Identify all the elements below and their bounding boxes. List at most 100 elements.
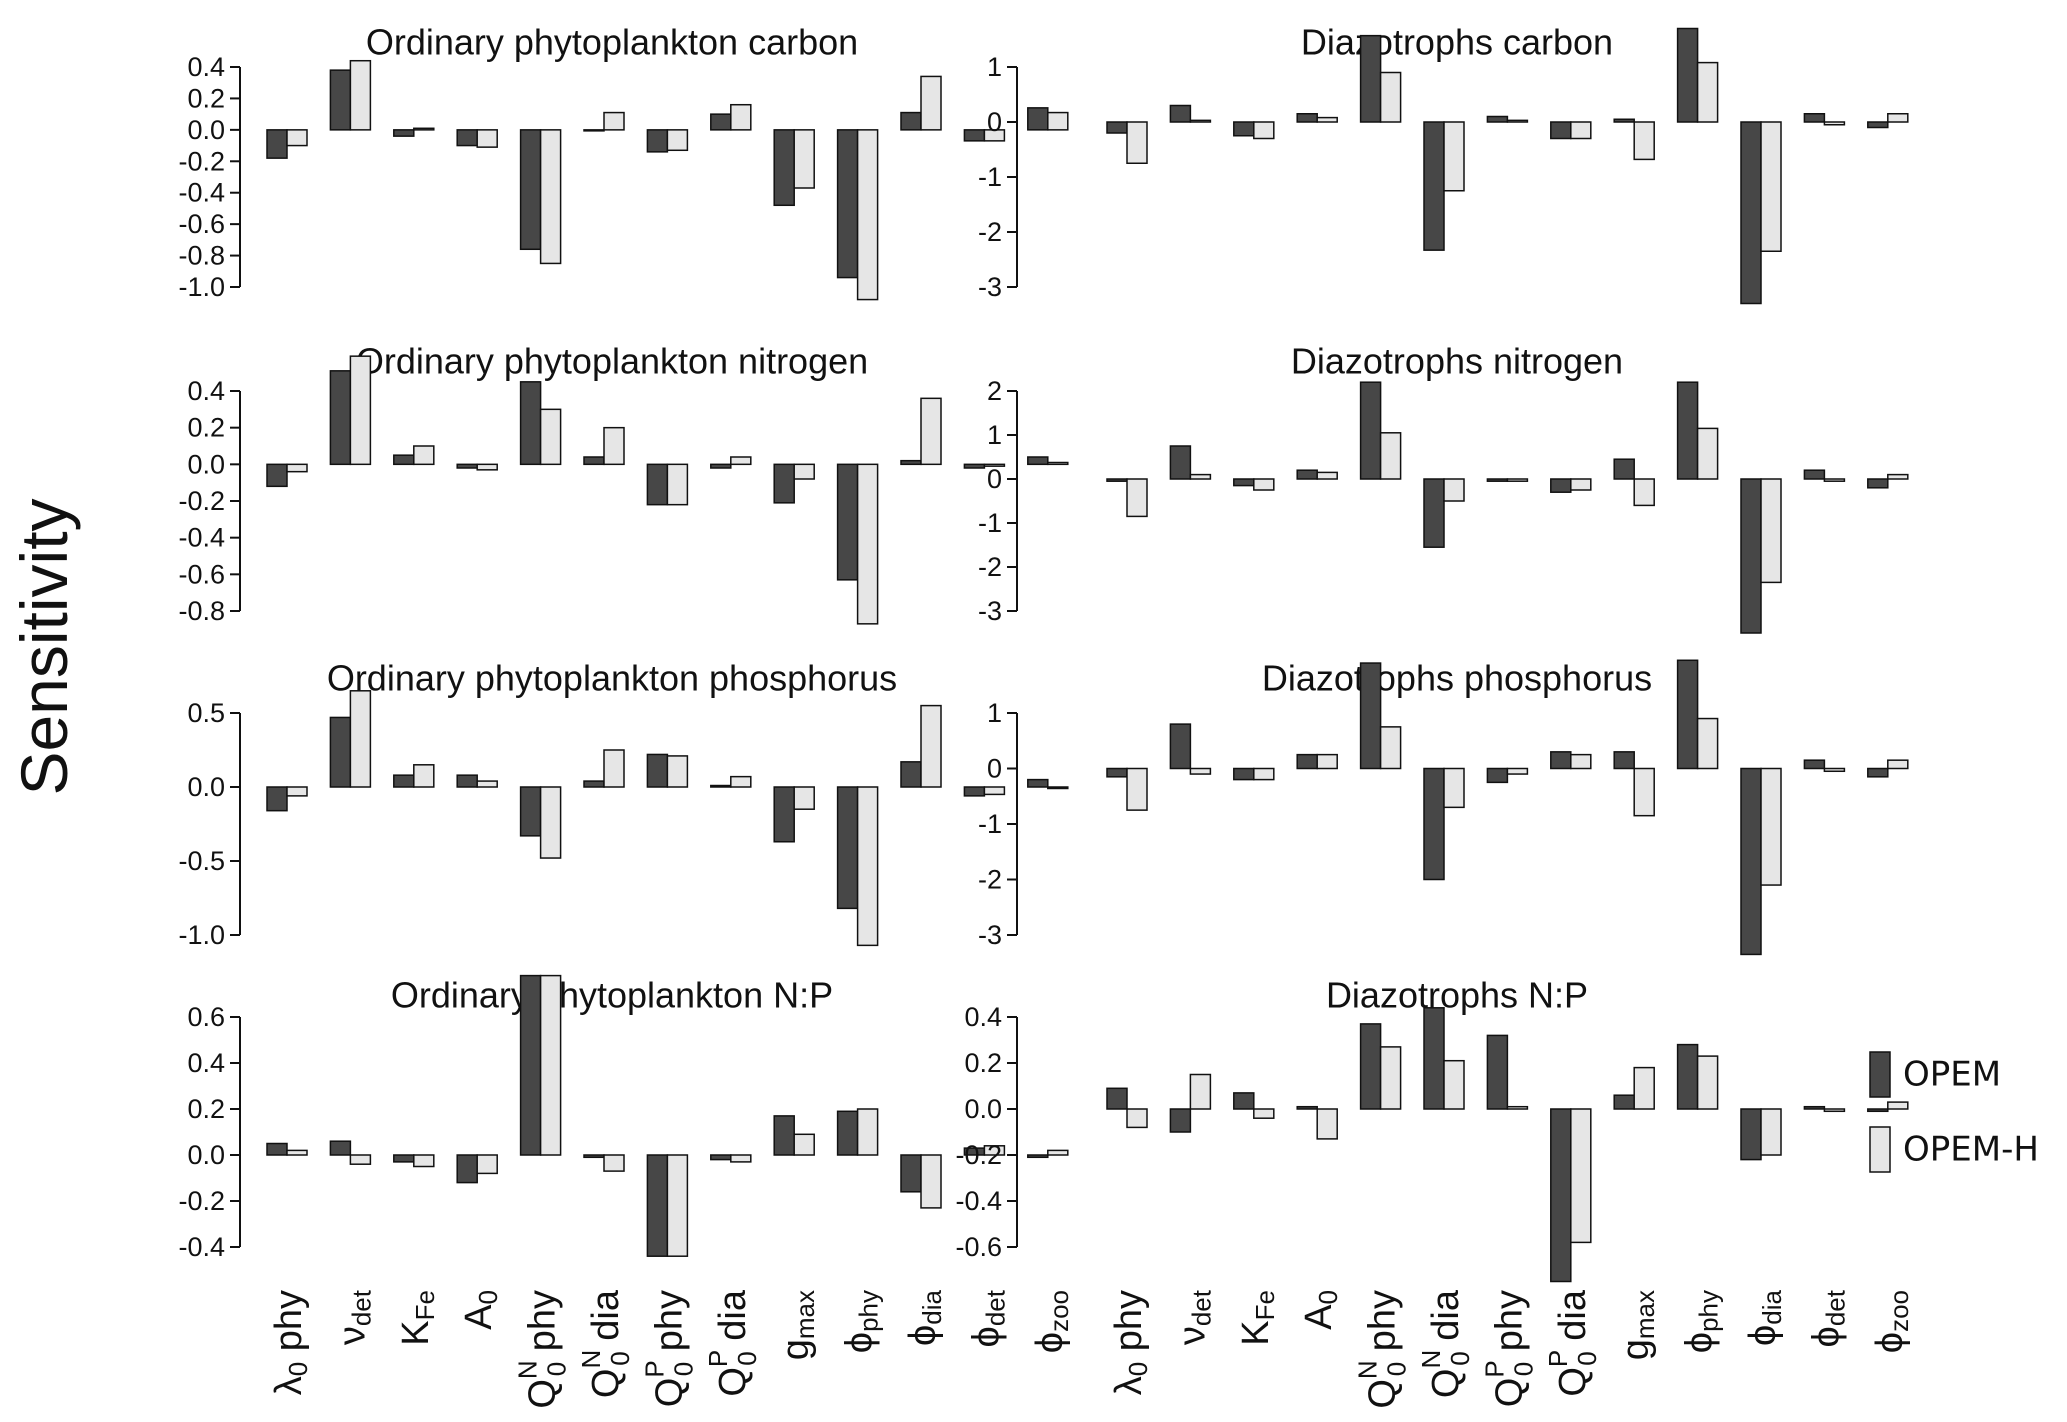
bar-opem-h (1633, 121, 1655, 161)
bar-opem-h (983, 1145, 1006, 1156)
bar-opem-h (1506, 478, 1529, 482)
legend-label: OPEM-H (1903, 1130, 2039, 1170)
y-tick-label: -1.0 (178, 920, 225, 950)
y-tick-label: 1 (987, 698, 1002, 728)
bar-opem-h (856, 1108, 879, 1156)
x-tick-label: ϕdia (902, 1289, 947, 1346)
bar-opem (1613, 1094, 1635, 1110)
bar-opem-h (413, 764, 435, 788)
bar-opem (836, 129, 859, 279)
bar-opem (836, 463, 859, 581)
y-tick-label: 0.4 (964, 1002, 1002, 1032)
y-tick-label: 0.2 (187, 1094, 225, 1124)
y-tick-label: -3 (978, 596, 1002, 626)
bar-opem-h (1047, 1149, 1069, 1156)
y-tick-label: 0.6 (187, 1002, 225, 1032)
bar-opem-h (920, 1154, 942, 1209)
bar-opem-h (603, 1154, 625, 1172)
bar-opem (1296, 113, 1318, 123)
bar-opem (1803, 759, 1826, 770)
bar-opem (1423, 767, 1445, 881)
bar-opem (583, 456, 605, 466)
bar-opem-h (1047, 461, 1069, 466)
bar-opem (393, 1154, 415, 1163)
bar-opem-h (1760, 121, 1782, 252)
bar-opem-h (1126, 1108, 1148, 1129)
bar-opem (266, 129, 288, 159)
bar-opem (519, 786, 542, 837)
bar-opem (710, 463, 732, 469)
bar-opem (1359, 1023, 1382, 1110)
bar-opem (266, 463, 288, 488)
y-tick-label: -1 (978, 162, 1002, 192)
panel-title: Ordinary phytoplankton nitrogen (356, 341, 868, 382)
y-axis-label: Sensitivity (7, 498, 81, 795)
x-tick-label: ϕdet (965, 1289, 1010, 1347)
bar-opem (963, 463, 986, 469)
bar-opem-h (983, 129, 1006, 142)
chart-panel: Ordinary phytoplankton carbon0.40.20.0-0… (178, 22, 1069, 302)
bar-opem (456, 463, 478, 469)
bar-opem-h (920, 704, 942, 788)
bar-opem-h (603, 749, 625, 788)
bar-opem-h (1253, 478, 1275, 491)
y-tick-label: -2 (978, 865, 1002, 895)
bar-opem-h (476, 1154, 498, 1175)
bar-opem-h (476, 129, 498, 148)
y-tick-label: 0.2 (187, 83, 225, 113)
y-tick-label: 0.4 (187, 376, 225, 406)
x-tick-label: gmax (1615, 1290, 1660, 1360)
x-tick-label: ϕzoo (1029, 1290, 1074, 1353)
panel-title: Ordinary phytoplankton phosphorus (327, 658, 897, 699)
bar-opem-h (1189, 119, 1212, 123)
bar-opem-h (1316, 471, 1338, 480)
y-tick-label: -0.4 (178, 523, 225, 553)
bar-opem (1296, 469, 1318, 480)
bar-opem (1550, 1108, 1572, 1283)
x-tick-label: νdet (1171, 1289, 1216, 1345)
bar-opem (1296, 1105, 1318, 1110)
bar-opem (1676, 1043, 1699, 1110)
bar-opem-h (1760, 1108, 1782, 1156)
y-tick-label: -1.0 (178, 272, 225, 302)
bar-opem (1867, 121, 1889, 129)
bar-opem (1169, 723, 1192, 770)
panel-title: Diazotrophs carbon (1301, 22, 1613, 63)
bar-opem-h (666, 1154, 689, 1257)
chart-panel: Diazotrophs carbon 1 0 -1 -2 -3 (978, 22, 1909, 305)
bar-opem (1803, 113, 1826, 123)
bar-opem (1106, 1087, 1128, 1110)
bar-opem (1803, 1105, 1826, 1110)
bar-opem (773, 463, 795, 504)
bar-opem-h (1570, 478, 1592, 491)
bar-opem-h (1760, 767, 1782, 886)
bar-opem-h (349, 59, 372, 131)
bar-opem (710, 784, 732, 788)
y-tick-label: -0.2 (955, 1140, 1002, 1170)
bar-opem-h (793, 1133, 815, 1156)
bar-opem-h (603, 426, 625, 466)
bar-opem-h (1316, 1108, 1338, 1140)
legend: OPEM OPEM-H (1869, 1051, 2039, 1173)
x-tick-label: ϕdet (1805, 1289, 1850, 1347)
bar-opem (1106, 767, 1128, 778)
y-tick-label: 0 (987, 754, 1002, 784)
bar-opem (1613, 751, 1635, 770)
y-tick-label: -1 (978, 809, 1002, 839)
x-tick-label: QN0 phy (513, 1290, 572, 1409)
bar-opem (329, 370, 352, 466)
y-tick-label: -0.6 (955, 1232, 1002, 1262)
y-tick-label: 0.0 (964, 1094, 1002, 1124)
bar-opem-h (1887, 759, 1909, 770)
y-tick-label: 0.2 (187, 413, 225, 443)
x-tick-label: gmax (775, 1290, 820, 1360)
y-tick-label: -0.2 (178, 486, 225, 516)
bar-opem (1027, 456, 1049, 466)
bar-opem (1486, 767, 1509, 784)
bar-opem (1233, 767, 1255, 781)
bar-opem-h (1047, 786, 1069, 790)
bar-opem-h (286, 1149, 308, 1156)
bar-opem (1613, 118, 1635, 123)
bar-opem-h (856, 129, 879, 301)
bar-opem-h (1126, 121, 1148, 164)
